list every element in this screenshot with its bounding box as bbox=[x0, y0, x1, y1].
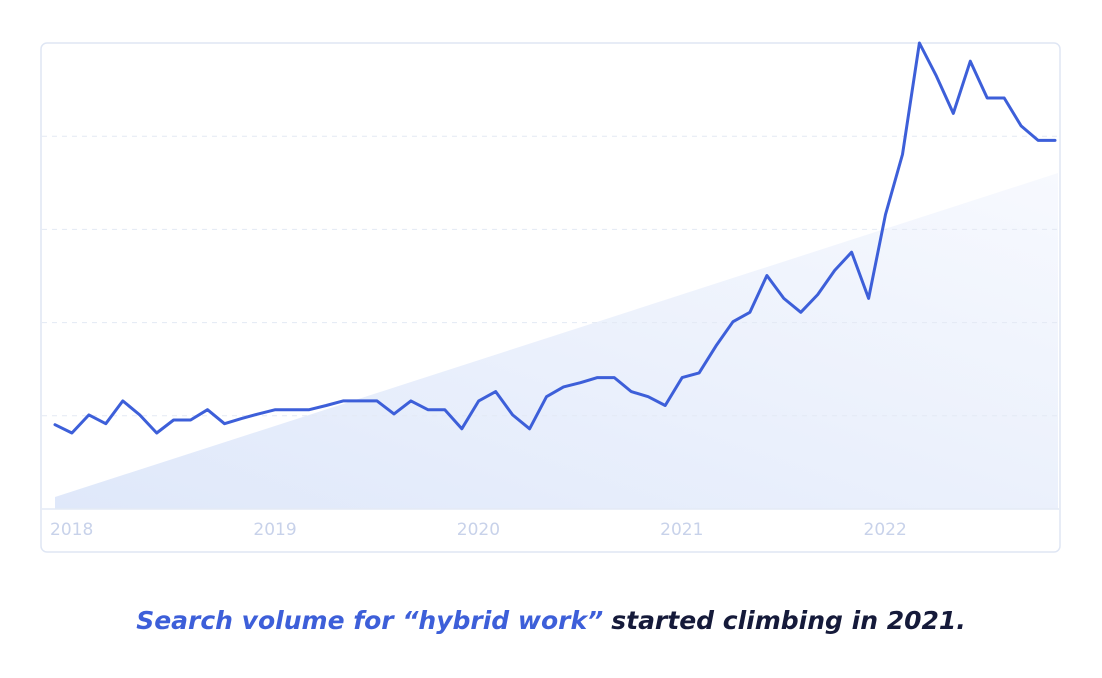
caption-rest: started climbing in 2021. bbox=[611, 606, 966, 635]
x-tick-label: 2019 bbox=[253, 520, 296, 540]
trend-wedge bbox=[55, 173, 1058, 509]
x-tick-label: 2020 bbox=[457, 520, 500, 540]
caption: Search volume for “hybrid work” started c… bbox=[136, 606, 966, 635]
x-tick-label: 2022 bbox=[864, 520, 907, 540]
x-tick-label: 2018 bbox=[50, 520, 93, 540]
caption-highlight: Search volume for “hybrid work” bbox=[136, 606, 603, 635]
line-series bbox=[53, 41, 1057, 435]
x-tick-label: 2021 bbox=[660, 520, 703, 540]
